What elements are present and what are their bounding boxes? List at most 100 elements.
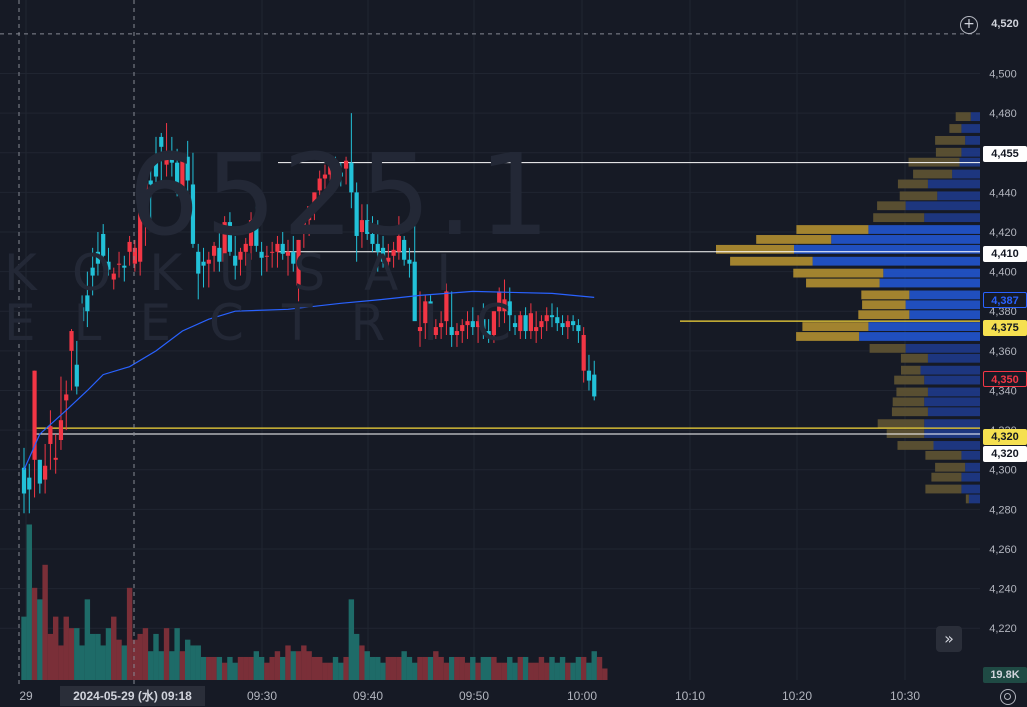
volume-bar [385,656,392,680]
volume-bar [438,656,444,680]
candle-body [291,251,296,264]
profile-bar-down [796,332,860,341]
volume-bar [264,662,270,680]
volume-bar [322,662,328,680]
volume-bar [406,656,413,680]
profile-bar-down [802,322,869,331]
volume-bar [549,656,555,680]
volume-bar [121,645,128,680]
volume-bar [31,587,38,680]
volume-bar [52,616,59,680]
candle-body [491,311,497,336]
time-tick-label: 09:40 [353,689,383,703]
candle-body [21,467,27,494]
candle-body [333,168,338,171]
candle-body [544,315,549,322]
price-label-support-white: 4,320 [983,446,1027,462]
candle-body [248,220,254,246]
volume-bar [285,645,291,680]
candle-body [343,160,349,169]
volume-bar [580,656,587,680]
candle-body [180,156,185,189]
volume-bar [512,662,518,680]
volume-bar [396,656,402,680]
volume-bar [216,656,223,680]
candle-body [169,152,174,163]
candle-body [555,317,560,324]
volume-bar [306,651,312,680]
volume-bar [169,651,175,680]
candle-body [238,251,243,260]
candle-body [523,315,528,332]
volume-bar [575,656,582,680]
candle-body [48,426,53,444]
candle-body [518,315,523,332]
volume-bar [153,633,159,680]
candle-body [417,327,423,332]
candle-body [27,477,32,490]
volume-bar [412,662,418,680]
profile-bar-down [716,244,794,254]
candle-body [338,172,343,177]
price-tick-label: 4,480 [989,108,1017,120]
profile-bar-down [891,407,928,417]
profile-bar-down [892,397,925,407]
profile-bar-down [949,124,962,133]
volume-bar [559,656,566,680]
scroll-to-realtime-button[interactable]: » [936,626,962,652]
candle-body [153,156,159,177]
profile-bar-up [927,179,980,189]
price-tick-label: 4,260 [989,544,1017,556]
volume-bar [79,645,85,680]
profile-bar-up [961,484,980,494]
price-label-range-top: 4,410 [983,246,1027,262]
volume-bar [586,662,592,680]
volume-bar [269,656,275,680]
volume-bar [95,633,101,680]
profile-bar-up [879,278,980,288]
profile-bar-up [794,244,980,254]
profile-bar-up [905,201,980,211]
price-label-high-line: 4,455 [983,146,1027,162]
profile-bar-down [756,235,832,244]
candle-body [206,259,211,264]
settings-gear-icon[interactable] [1000,689,1016,705]
price-label-support-yellow: 4,320 [983,429,1027,445]
profile-bar-up [859,332,980,341]
volume-bar [554,662,560,680]
volume-bar [390,656,397,680]
profile-bar-down [873,213,925,223]
profile-bar-up [965,135,980,145]
profile-bar-down [796,225,869,234]
candle-body [132,247,137,264]
profile-bar-up [937,191,980,201]
candle-body [270,251,275,253]
volume-bar [570,662,576,680]
candle-body [412,261,417,322]
volume-bar [507,656,513,680]
price-label-last: 4,350 [983,371,1027,387]
profile-bar-up [924,397,980,407]
profile-bar-up [952,169,980,179]
volume-bar [179,651,186,680]
profile-bar-up [905,300,980,310]
time-tick-label: 10:30 [890,689,920,703]
volume-bar [454,656,460,680]
volume-bar [343,656,349,680]
volume-bar [448,656,455,680]
volume-bar [221,662,228,680]
profile-bar-up [909,290,980,300]
candle-body [539,321,544,328]
candle-body [507,301,512,316]
volume-bar [280,656,286,680]
volume-bar [348,599,355,680]
add-alert-plus-icon[interactable]: + [960,16,978,34]
volume-bar [248,656,254,680]
volume-bar [237,656,244,680]
price-tick-label: 4,280 [989,504,1017,516]
volume-bar [184,639,191,680]
volume-bar [433,651,439,680]
candle-body [275,243,280,252]
